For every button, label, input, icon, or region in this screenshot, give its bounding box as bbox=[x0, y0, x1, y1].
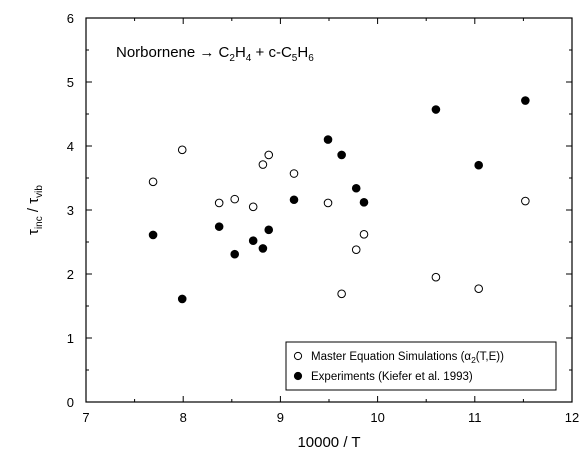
title-sub1: 2 bbox=[229, 53, 235, 64]
experiment-point bbox=[264, 225, 274, 235]
legend-0-prefix: Master Equation Simulations (α bbox=[311, 351, 471, 363]
experiment-point bbox=[474, 160, 483, 170]
y-label-sub1: inc bbox=[34, 216, 45, 229]
experiment-point bbox=[431, 105, 441, 114]
y-tick-label: 4 bbox=[67, 139, 74, 154]
ticks-group bbox=[85, 17, 573, 403]
y-label-tau1: τ bbox=[25, 229, 42, 235]
legend-label-experiments: Experiments (Kiefer et al. 1993) bbox=[311, 371, 473, 383]
simulation-point bbox=[177, 145, 187, 155]
y-label-sub2: vib bbox=[34, 185, 45, 198]
title-sub4: 6 bbox=[308, 53, 314, 64]
legend-1-prefix: Experiments (Kiefer et al. 1993) bbox=[311, 371, 473, 383]
experiment-point bbox=[148, 230, 158, 240]
experiment-point bbox=[359, 198, 369, 207]
title-mid3: H bbox=[297, 44, 308, 61]
simulation-point bbox=[258, 160, 268, 169]
x-axis-label: 10000 / T bbox=[297, 434, 360, 451]
experiment-point bbox=[351, 183, 361, 193]
x-tick-label: 8 bbox=[180, 410, 187, 425]
simulation-point bbox=[248, 202, 258, 212]
y-label-slash: / bbox=[25, 204, 42, 217]
simulation-point bbox=[474, 284, 483, 294]
y-tick-label: 1 bbox=[67, 331, 74, 346]
title-mid1: H bbox=[235, 44, 246, 61]
experiment-point bbox=[258, 244, 268, 253]
x-tick-label: 7 bbox=[82, 410, 89, 425]
legend-box bbox=[285, 341, 557, 391]
simulation-point bbox=[323, 198, 333, 208]
chart-title: Norbornene → C2H4 + c-C5H6 bbox=[116, 44, 314, 64]
legend-0-suffix: (T,E)) bbox=[476, 351, 504, 363]
y-axis-label: τinc / τvib bbox=[25, 185, 45, 235]
experiment-point bbox=[289, 195, 299, 205]
experiment-point bbox=[521, 96, 530, 105]
legend-0-sub: 2 bbox=[471, 355, 476, 365]
experiment-point bbox=[214, 222, 224, 231]
experiment-point bbox=[337, 150, 346, 160]
simulation-point bbox=[148, 177, 158, 187]
title-sub3: 5 bbox=[292, 53, 298, 64]
y-tick-label: 5 bbox=[67, 75, 74, 90]
simulation-point bbox=[521, 196, 530, 206]
simulation-point bbox=[214, 198, 224, 208]
y-label-tau2: τ bbox=[25, 198, 42, 204]
experiment-point bbox=[323, 135, 333, 144]
x-tick-label: 10 bbox=[370, 410, 384, 425]
title-sub2: 4 bbox=[246, 53, 252, 64]
x-tick-label: 12 bbox=[565, 410, 579, 425]
experiment-point bbox=[248, 236, 258, 246]
simulation-point bbox=[431, 272, 441, 282]
title-mid2: + c-C bbox=[251, 44, 292, 61]
simulation-point bbox=[337, 289, 346, 299]
title-prefix: Norbornene → C bbox=[116, 44, 230, 61]
y-tick-label: 0 bbox=[67, 395, 74, 410]
legend-marker-filled-circle bbox=[293, 371, 303, 381]
simulation-point bbox=[230, 194, 240, 204]
experiment-point bbox=[177, 294, 187, 304]
legend: Master Equation Simulations (α2(T,E)) Ex… bbox=[285, 341, 557, 391]
data-points-group bbox=[148, 96, 530, 304]
y-tick-label: 6 bbox=[67, 11, 74, 26]
experiment-point bbox=[230, 249, 240, 259]
legend-label-simulations: Master Equation Simulations (α2(T,E)) bbox=[311, 351, 504, 365]
simulation-point bbox=[289, 169, 299, 178]
legend-marker-open-circle bbox=[293, 351, 303, 361]
x-tick-label: 9 bbox=[277, 410, 284, 425]
simulation-point bbox=[359, 230, 369, 239]
y-tick-label: 2 bbox=[67, 267, 74, 282]
y-tick-label: 3 bbox=[67, 203, 74, 218]
simulation-point bbox=[264, 150, 274, 160]
simulation-point bbox=[351, 245, 361, 254]
x-tick-label: 11 bbox=[468, 410, 482, 425]
